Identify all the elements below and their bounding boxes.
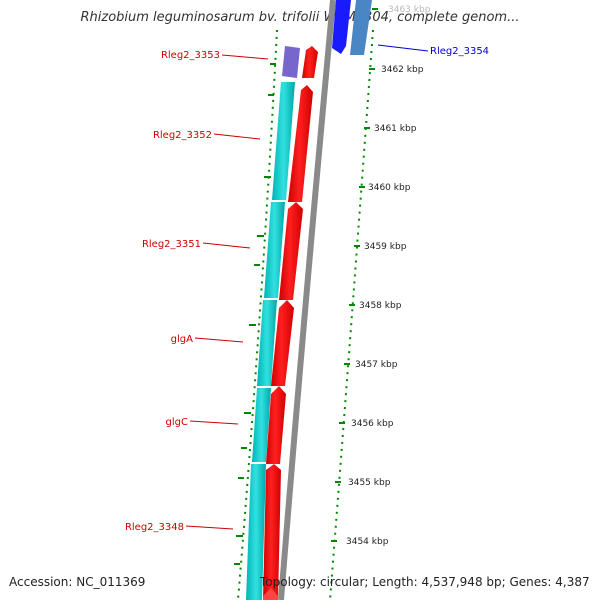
leader-rleg2-3348 <box>185 525 234 530</box>
tick-label-3458: 3458 kbp <box>359 301 402 311</box>
leader-glgc <box>189 420 239 425</box>
tick-label-3456: 3456 kbp <box>351 419 394 429</box>
reverse-gene-rleg2-3352 <box>272 82 295 200</box>
reverse-gene-rleg2-3351 <box>264 202 285 298</box>
cds-glga <box>271 300 294 386</box>
tick-label-3454: 3454 kbp <box>346 537 389 547</box>
cds-rleg2-3352 <box>288 85 313 202</box>
leader-rleg2-3353 <box>221 54 269 60</box>
gene-label-rleg2-3352: Rleg2_3352 <box>153 130 212 141</box>
map-title: Rhizobium leguminosarum bv. trifolii WSM… <box>80 10 520 25</box>
cds-glgc <box>266 386 286 464</box>
cds-rleg2-3347-partial <box>263 588 278 600</box>
leader-rleg2-3352 <box>213 133 261 140</box>
tick-label-3459: 3459 kbp <box>364 242 407 252</box>
gene-label-rleg2-3351: Rleg2_3351 <box>142 239 201 250</box>
tick-label-3457: 3457 kbp <box>355 360 398 370</box>
gene-rleg2-3354 <box>350 0 372 55</box>
reverse-gene-rleg2-3348 <box>246 464 266 600</box>
gene-label-rleg2-3354: Rleg2_3354 <box>430 46 489 57</box>
cds-rleg2-3351 <box>279 202 303 300</box>
cds-rleg2-3348 <box>263 464 281 600</box>
leader-rleg2-3351 <box>202 242 251 249</box>
tick-label-3463: 3463 kbp <box>388 5 431 15</box>
tick-label-3455: 3455 kbp <box>348 478 391 488</box>
accession-text: Accession: NC_011369 <box>9 575 146 589</box>
gene-blue-top <box>332 0 351 54</box>
leader-glga <box>194 337 244 343</box>
topology-text: Topology: circular; Length: 4,537,948 bp… <box>260 575 590 589</box>
inner-ring-ticks <box>234 63 276 565</box>
gene-label-rleg2-3353: Rleg2_3353 <box>161 50 220 61</box>
outer-ruler-ring <box>329 29 374 600</box>
gene-label-glgc: glgC <box>166 417 188 428</box>
backbone-line <box>278 0 336 600</box>
tick-label-3461: 3461 kbp <box>374 124 417 134</box>
reverse-gene-glgc <box>252 388 271 462</box>
gene-label-glga: glgA <box>171 334 193 345</box>
cds-rleg2-3353 <box>302 46 318 78</box>
tick-label-3460: 3460 kbp <box>368 183 411 193</box>
gene-rleg2-3353 <box>282 46 300 78</box>
tick-label-3462: 3462 kbp <box>381 65 424 75</box>
gene-label-rleg2-3348: Rleg2_3348 <box>125 522 184 533</box>
reverse-gene-glga <box>257 300 277 386</box>
leader-rleg2-3354 <box>377 44 429 52</box>
